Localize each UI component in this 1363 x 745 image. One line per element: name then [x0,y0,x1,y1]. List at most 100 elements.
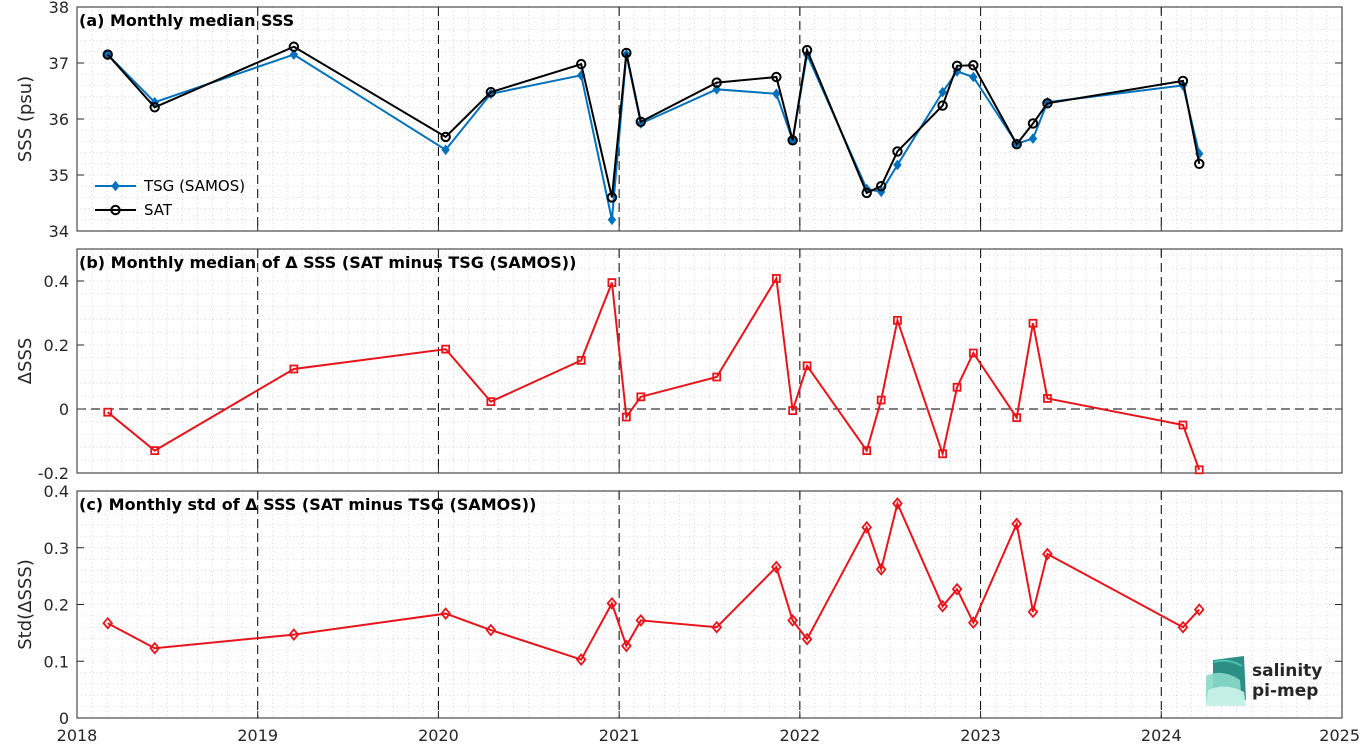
x-tick-label: 2025 [1319,726,1360,745]
data-point [875,181,887,192]
data-point [607,278,617,288]
y-tick-label: 0.3 [44,539,69,558]
data-point [1194,158,1205,170]
panel-std: 0 0.1 0.2 0.3 0.4 Std(ΔSSS) (c) Monthly std of… [15,482,1343,728]
legend-marker [111,180,120,192]
data-point [712,372,722,382]
data-point [485,86,497,98]
data-point [1177,75,1189,87]
data-point [862,446,872,456]
data-point [969,71,978,83]
data-point [1027,118,1039,129]
legend-label: SAT [144,201,173,219]
data-point [1042,98,1053,109]
legend-label: TSG (SAMOS) [143,177,245,195]
y-tick-label: 0 [59,400,69,419]
data-point [149,641,161,655]
y-tick-label: 0 [59,709,69,728]
x-tick-label: 2018 [57,726,98,745]
data-point [1193,603,1205,617]
data-point [621,412,631,422]
data-point [607,214,617,226]
y-tick-label: 0.4 [44,482,69,501]
data-point [876,395,886,405]
data-point [150,446,160,456]
data-point [575,58,587,70]
y-axis-title: ΔSSS [15,338,36,385]
y-axis-title: SSS (psu) [15,76,36,162]
data-point [861,187,872,199]
data-point [968,60,979,71]
x-tick-label: 2022 [779,726,820,745]
data-point [892,497,903,510]
data-point [1028,318,1038,328]
data-point [802,361,812,371]
data-point [787,135,798,146]
data-point [103,407,113,417]
plot-frame [76,248,1343,474]
data-point [1043,394,1052,403]
panel-sss: 34 35 36 37 38 SSS (psu) (a) Monthly median SS… [15,0,1343,241]
y-tick-label: 37 [49,54,69,73]
data-point [1194,465,1204,475]
data-point [893,159,902,171]
data-point [787,613,799,627]
logo-line-1: salinity [1252,661,1322,681]
x-tick-label: 2020 [418,726,459,745]
series-std [102,497,1205,666]
data-point [801,632,813,646]
x-tick-label: 2023 [960,726,1001,745]
data-point [771,274,781,283]
data-point [635,613,647,627]
y-tick-label: 0.1 [44,652,69,671]
data-point [937,599,948,613]
y-tick-label: 36 [49,110,69,129]
data-point [711,77,722,88]
data-point [288,628,300,641]
legend-marker [110,204,121,216]
data-point [875,562,887,576]
data-point [937,100,948,111]
data-point [440,607,452,620]
panel-title: (b) Monthly median of Δ SSS (SAT minus T… [79,253,576,272]
y-axis-title: Std(ΔSSS) [15,559,36,650]
y-tick-label: 0.4 [44,272,69,291]
data-point [1028,133,1038,144]
data-point [575,653,587,666]
data-point [102,49,113,60]
series-line [107,275,1201,471]
data-point [788,406,798,416]
logo-line-2: pi-mep [1252,681,1318,701]
data-point [288,41,300,52]
y-tick-label: -0.2 [38,464,69,483]
data-point [893,315,902,325]
data-point [1042,547,1053,561]
panel-title: (a) Monthly median SSS [79,11,294,30]
data-point [801,44,813,56]
series-line [107,500,1200,661]
x-tick-label: 2021 [599,726,640,745]
data-point [938,86,947,98]
data-point [441,144,450,156]
data-point [440,131,451,143]
data-point [1011,517,1023,531]
data-point [1011,139,1022,150]
wave-logo-icon [1206,656,1246,706]
legend: TSG (SAMOS) SAT [95,177,245,219]
data-point [938,449,948,459]
data-point [621,47,632,59]
data-point [102,616,114,630]
data-point [606,596,618,610]
data-point [636,392,646,402]
data-point [892,146,903,157]
y-tick-label: 0.2 [44,336,69,355]
data-point [485,623,497,637]
data-point [620,639,632,653]
data-point [951,582,963,596]
chart-panels: 34 35 36 37 38 SSS (psu) (a) Monthly median SS… [15,0,1343,728]
data-point [635,116,647,128]
data-point [576,355,586,365]
data-point [861,520,873,534]
data-point [772,88,781,100]
